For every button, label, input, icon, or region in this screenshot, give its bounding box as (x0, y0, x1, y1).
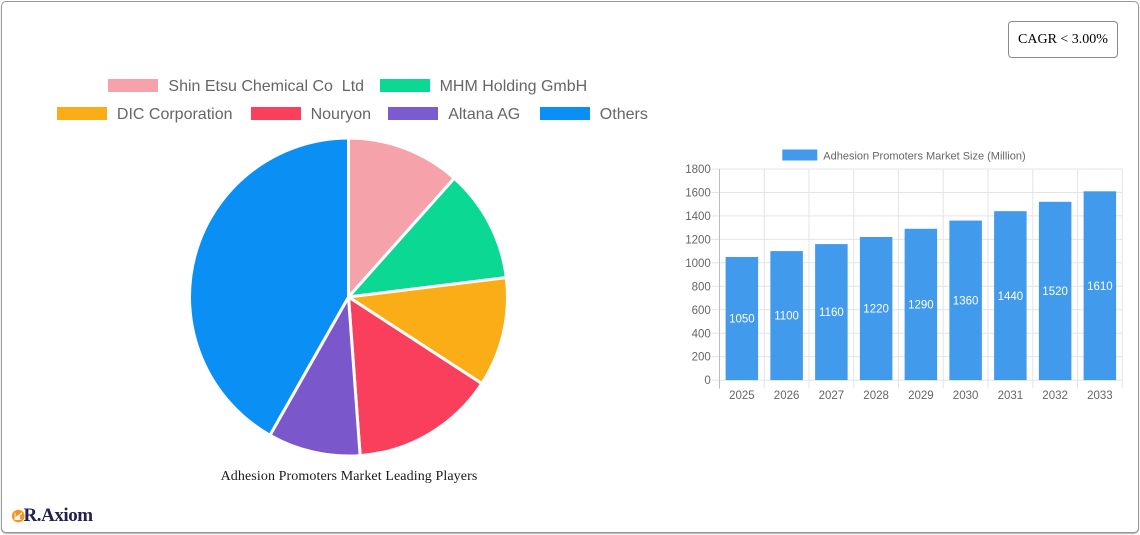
svg-text:800: 800 (692, 281, 711, 293)
svg-text:1220: 1220 (863, 304, 889, 316)
svg-text:2030: 2030 (953, 390, 979, 402)
svg-text:200: 200 (692, 352, 711, 364)
svg-text:2033: 2033 (1087, 390, 1113, 402)
svg-text:2029: 2029 (908, 390, 934, 402)
svg-text:1440: 1440 (998, 291, 1024, 303)
svg-text:2032: 2032 (1042, 390, 1068, 402)
svg-text:1100: 1100 (774, 311, 799, 323)
svg-text:1800: 1800 (685, 164, 711, 176)
svg-text:1200: 1200 (685, 235, 711, 247)
svg-text:2031: 2031 (998, 390, 1024, 402)
svg-text:2025: 2025 (729, 390, 755, 402)
svg-text:600: 600 (692, 305, 711, 317)
svg-text:Adhesion Promoters Market Size: Adhesion Promoters Market Size (Million) (823, 151, 1025, 163)
svg-text:2027: 2027 (819, 390, 845, 402)
svg-text:1290: 1290 (908, 300, 934, 312)
svg-text:2026: 2026 (774, 390, 800, 402)
svg-text:1360: 1360 (953, 296, 979, 308)
svg-text:1600: 1600 (685, 188, 711, 200)
svg-text:1000: 1000 (685, 258, 711, 270)
svg-text:1050: 1050 (729, 314, 755, 326)
svg-text:1610: 1610 (1087, 281, 1113, 293)
svg-text:1160: 1160 (819, 307, 844, 319)
svg-text:2028: 2028 (863, 390, 889, 402)
svg-text:0: 0 (704, 375, 710, 387)
svg-text:1400: 1400 (685, 211, 711, 223)
svg-text:400: 400 (692, 328, 711, 340)
svg-text:1520: 1520 (1042, 286, 1068, 298)
